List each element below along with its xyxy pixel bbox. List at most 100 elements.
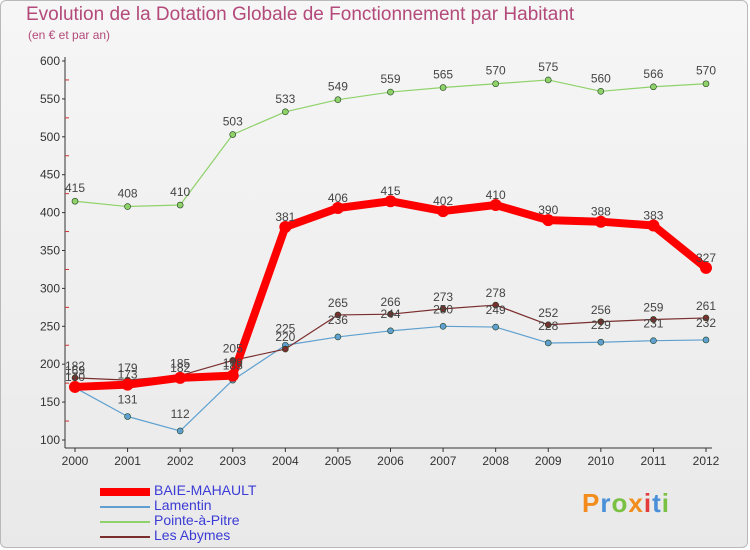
data-label: 225 [275,321,295,335]
data-point [71,374,79,382]
chart-subtitle: (en € et par an) [28,28,111,42]
data-point [229,357,237,364]
data-label: 388 [591,205,611,219]
data-label: 266 [380,295,400,309]
x-tick-label: 2005 [325,454,352,468]
data-label: 415 [65,181,85,195]
data-label: 402 [433,194,453,208]
legend-label: Les Abymes [154,527,231,543]
logo-letter: o [611,488,629,518]
data-point [334,333,342,341]
data-label: 381 [275,210,295,224]
legend-label: Lamentin [154,497,212,513]
data-label: 182 [65,359,85,373]
data-point [124,203,131,210]
data-point [439,322,447,330]
data-point [71,197,79,205]
data-point [650,83,657,91]
data-label: 383 [643,208,663,222]
data-point [597,338,605,346]
logo-letter: x [628,488,644,518]
data-point [334,96,342,103]
data-label: 169 [65,364,85,378]
data-point [544,339,552,347]
proxiti-logo: Proxiti [582,488,670,519]
data-label: 415 [380,184,400,198]
logo-letter: i [661,488,670,518]
logo-letter: P [582,488,601,518]
series-lines [71,79,710,432]
data-point [594,215,607,228]
data-label: 131 [118,393,138,407]
data-label: 406 [328,191,348,205]
legend-label: BAIE-MAHAULT [154,482,257,498]
data-label: 261 [696,299,716,313]
data-point [597,88,605,95]
data-point [597,318,605,326]
data-label: 565 [433,68,453,82]
data-point [492,80,499,88]
x-tick-label: 2004 [272,454,299,468]
y-tick-label: 350 [40,244,60,258]
data-point [282,108,289,116]
data-point [334,311,342,319]
y-tick-label: 500 [40,130,60,144]
data-label: 570 [696,64,716,78]
series-points [69,76,712,435]
data-label: 410 [170,185,190,199]
data-point [702,336,710,344]
data-label: 173 [118,368,138,382]
chart-title: Evolution de la Dotation Globale de Fonc… [26,4,575,25]
y-tick-label: 450 [40,168,60,182]
x-tick-label: 2010 [587,454,614,468]
y-tick-label: 400 [40,206,60,220]
data-label: 185 [170,357,190,371]
data-point [544,76,552,84]
data-label: 250 [433,302,453,316]
data-point [492,301,499,309]
x-tick-label: 2001 [114,454,141,468]
y-tick-label: 200 [40,357,60,371]
data-label: 533 [275,92,295,106]
data-label: 278 [486,286,506,300]
chart-axes: 100 150 200 250 300 350 400 450 500 550 600 2000 200… [40,54,720,468]
data-point [331,202,344,215]
data-point [387,88,394,96]
data-label: 185 [223,359,243,373]
data-label: 256 [591,303,611,317]
legend-swatch [100,506,150,508]
data-label: 244 [380,307,400,321]
data-label: 559 [380,72,400,86]
data-label: 570 [486,64,506,78]
data-point [384,195,397,208]
legend-label: Pointe-à-Pitre [154,512,240,528]
data-point [439,84,447,91]
data-point [69,380,81,393]
data-point [702,80,710,88]
data-label: 259 [643,300,663,314]
data-point [176,427,184,435]
data-point [437,205,450,218]
data-label: 170 [65,370,85,384]
data-label: 232 [696,316,716,330]
data-label: 390 [538,203,558,217]
legend-swatch [100,521,150,523]
data-label: 408 [118,187,138,201]
data-point [174,371,187,384]
data-label: 560 [591,71,611,85]
data-label: 575 [538,60,558,74]
y-tick-label: 150 [40,395,60,409]
x-tick-label: 2008 [482,454,509,468]
data-label: 228 [538,319,558,333]
data-label: 229 [591,318,611,332]
x-tick-label: 2011 [641,454,667,468]
data-point [542,214,555,227]
data-point [702,314,710,322]
y-tick-label: 550 [40,92,60,106]
logo-letter: t [652,488,662,518]
data-label: 236 [328,313,348,327]
y-tick-label: 600 [40,54,60,68]
data-point [439,305,447,313]
